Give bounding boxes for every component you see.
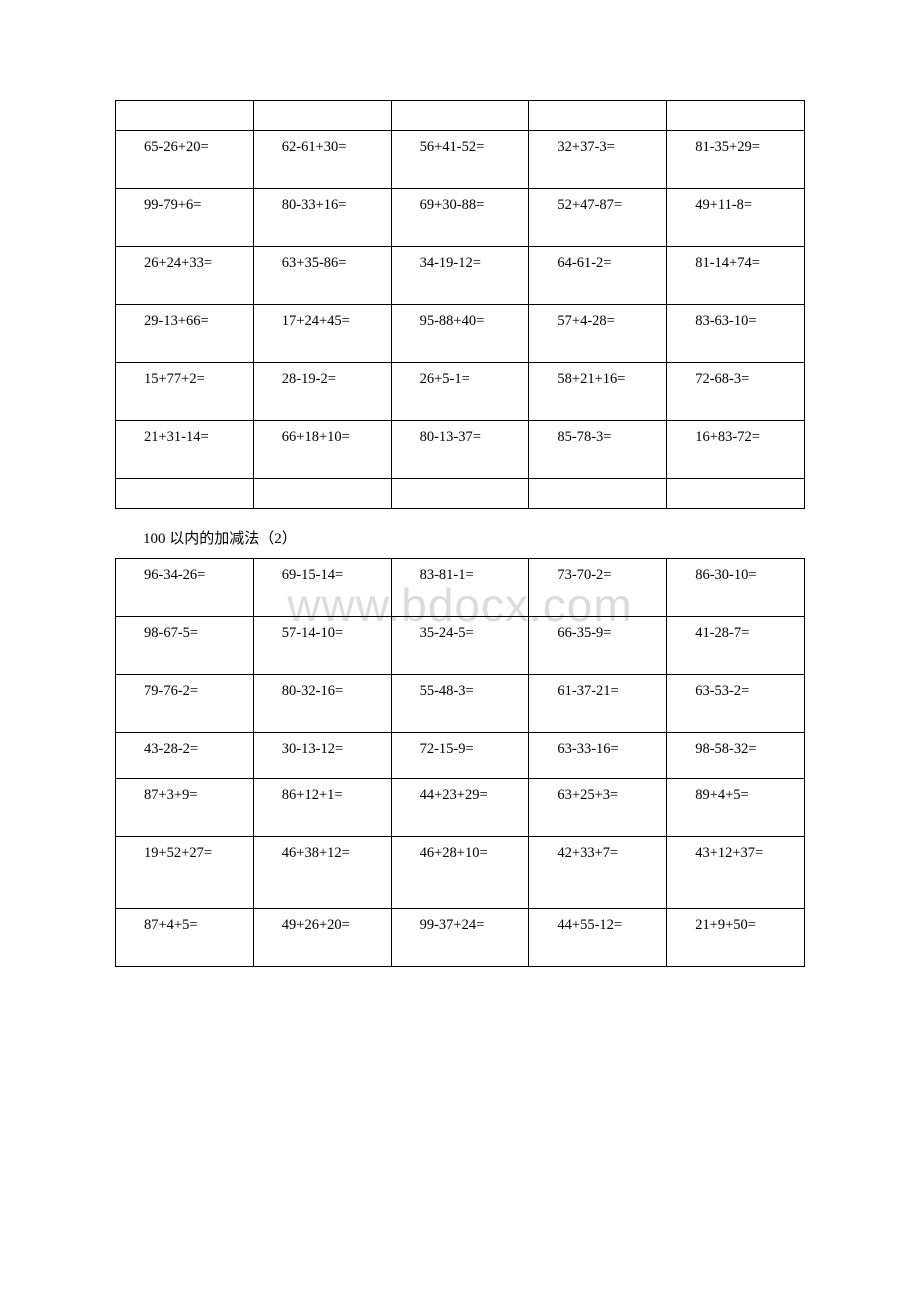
- table-row: 87+3+9= 86+12+1= 44+23+29= 63+25+3= 89+4…: [116, 779, 805, 837]
- table-cell: 83-63-10=: [667, 305, 805, 363]
- table-cell: [667, 479, 805, 509]
- table-cell: 80-33+16=: [253, 189, 391, 247]
- table-cell: 35-24-5=: [391, 617, 529, 675]
- page-content: 65-26+20= 62-61+30= 56+41-52= 32+37-3= 8…: [115, 100, 805, 967]
- table-cell: 44+23+29=: [391, 779, 529, 837]
- table-cell: 46+28+10=: [391, 837, 529, 909]
- section-title: 100 以内的加减法（2）: [143, 527, 805, 548]
- table-cell: 99-79+6=: [116, 189, 254, 247]
- table-cell: 98-67-5=: [116, 617, 254, 675]
- table-cell: 34-19-12=: [391, 247, 529, 305]
- table-cell: 15+77+2=: [116, 363, 254, 421]
- table-cell: 57-14-10=: [253, 617, 391, 675]
- table-cell: 72-68-3=: [667, 363, 805, 421]
- table-cell: 79-76-2=: [116, 675, 254, 733]
- table-cell: 43+12+37=: [667, 837, 805, 909]
- table-cell: 65-26+20=: [116, 131, 254, 189]
- math-table-1: 65-26+20= 62-61+30= 56+41-52= 32+37-3= 8…: [115, 100, 805, 509]
- table-cell: [116, 479, 254, 509]
- table-row: 96-34-26= 69-15-14= 83-81-1= 73-70-2= 86…: [116, 559, 805, 617]
- table-cell: 66+18+10=: [253, 421, 391, 479]
- table-cell: [391, 479, 529, 509]
- table-cell: 58+21+16=: [529, 363, 667, 421]
- table-cell: 43-28-2=: [116, 733, 254, 779]
- table-row: 65-26+20= 62-61+30= 56+41-52= 32+37-3= 8…: [116, 131, 805, 189]
- table-row: 15+77+2= 28-19-2= 26+5-1= 58+21+16= 72-6…: [116, 363, 805, 421]
- table-row: 98-67-5= 57-14-10= 35-24-5= 66-35-9= 41-…: [116, 617, 805, 675]
- table-cell: 96-34-26=: [116, 559, 254, 617]
- table-cell: 17+24+45=: [253, 305, 391, 363]
- table-cell: 86+12+1=: [253, 779, 391, 837]
- table-cell: 87+4+5=: [116, 909, 254, 967]
- table-cell: 80-13-37=: [391, 421, 529, 479]
- table-cell: 21+9+50=: [667, 909, 805, 967]
- table-cell: 63+25+3=: [529, 779, 667, 837]
- table-cell: [529, 479, 667, 509]
- table-row: 79-76-2= 80-32-16= 55-48-3= 61-37-21= 63…: [116, 675, 805, 733]
- table-row: 99-79+6= 80-33+16= 69+30-88= 52+47-87= 4…: [116, 189, 805, 247]
- table-cell: 19+52+27=: [116, 837, 254, 909]
- table-cell: 30-13-12=: [253, 733, 391, 779]
- table-cell: 21+31-14=: [116, 421, 254, 479]
- table-cell: 85-78-3=: [529, 421, 667, 479]
- table-cell: 44+55-12=: [529, 909, 667, 967]
- table-row: 21+31-14= 66+18+10= 80-13-37= 85-78-3= 1…: [116, 421, 805, 479]
- table-row: 29-13+66= 17+24+45= 95-88+40= 57+4-28= 8…: [116, 305, 805, 363]
- table-cell: 69-15-14=: [253, 559, 391, 617]
- table-cell: 73-70-2=: [529, 559, 667, 617]
- table-cell: 49+26+20=: [253, 909, 391, 967]
- table-cell: 26+24+33=: [116, 247, 254, 305]
- table-cell: 95-88+40=: [391, 305, 529, 363]
- table-row: [116, 479, 805, 509]
- table-cell: 64-61-2=: [529, 247, 667, 305]
- table-cell: 81-35+29=: [667, 131, 805, 189]
- table-cell: 83-81-1=: [391, 559, 529, 617]
- table-cell: [253, 479, 391, 509]
- table-cell: 41-28-7=: [667, 617, 805, 675]
- table-row: 26+24+33= 63+35-86= 34-19-12= 64-61-2= 8…: [116, 247, 805, 305]
- table-cell: 57+4-28=: [529, 305, 667, 363]
- table-cell: 61-37-21=: [529, 675, 667, 733]
- table-cell: 66-35-9=: [529, 617, 667, 675]
- table-cell: 87+3+9=: [116, 779, 254, 837]
- table-cell: 28-19-2=: [253, 363, 391, 421]
- table-cell: 55-48-3=: [391, 675, 529, 733]
- table-cell: 72-15-9=: [391, 733, 529, 779]
- math-table-2: 96-34-26= 69-15-14= 83-81-1= 73-70-2= 86…: [115, 558, 805, 967]
- table-row: [116, 101, 805, 131]
- table-row: 19+52+27= 46+38+12= 46+28+10= 42+33+7= 4…: [116, 837, 805, 909]
- table-cell: 52+47-87=: [529, 189, 667, 247]
- table-cell: 63-33-16=: [529, 733, 667, 779]
- table-cell: [529, 101, 667, 131]
- table-cell: 99-37+24=: [391, 909, 529, 967]
- table-cell: 63+35-86=: [253, 247, 391, 305]
- table-cell: 46+38+12=: [253, 837, 391, 909]
- table-cell: [253, 101, 391, 131]
- table-cell: [116, 101, 254, 131]
- table-cell: 32+37-3=: [529, 131, 667, 189]
- table-cell: 62-61+30=: [253, 131, 391, 189]
- table-cell: 81-14+74=: [667, 247, 805, 305]
- table-cell: 56+41-52=: [391, 131, 529, 189]
- table-cell: [391, 101, 529, 131]
- table-cell: 86-30-10=: [667, 559, 805, 617]
- table-row: 43-28-2= 30-13-12= 72-15-9= 63-33-16= 98…: [116, 733, 805, 779]
- table-cell: 89+4+5=: [667, 779, 805, 837]
- table-cell: [667, 101, 805, 131]
- table-cell: 26+5-1=: [391, 363, 529, 421]
- table-cell: 16+83-72=: [667, 421, 805, 479]
- table-cell: 80-32-16=: [253, 675, 391, 733]
- table-cell: 98-58-32=: [667, 733, 805, 779]
- table-cell: 63-53-2=: [667, 675, 805, 733]
- table-row: 87+4+5= 49+26+20= 99-37+24= 44+55-12= 21…: [116, 909, 805, 967]
- table-cell: 49+11-8=: [667, 189, 805, 247]
- table-cell: 42+33+7=: [529, 837, 667, 909]
- table-cell: 29-13+66=: [116, 305, 254, 363]
- table-cell: 69+30-88=: [391, 189, 529, 247]
